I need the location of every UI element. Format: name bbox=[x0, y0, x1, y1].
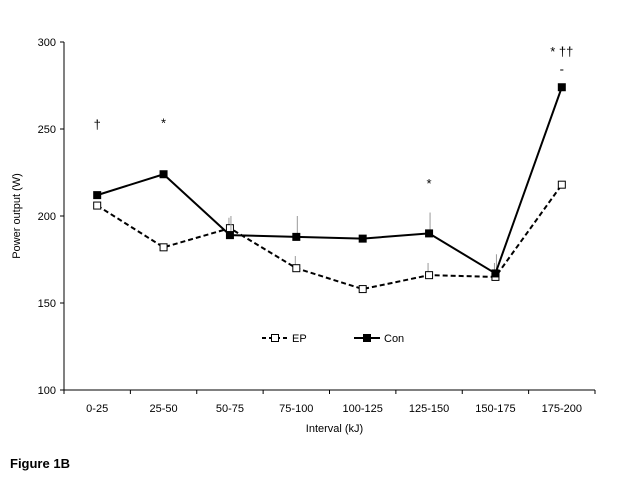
x-tick-label: 125-150 bbox=[409, 403, 449, 415]
data-point bbox=[557, 83, 566, 92]
annotations: † * * * †† - bbox=[94, 44, 574, 191]
y-tick-label: 100 bbox=[38, 385, 56, 397]
data-point bbox=[491, 269, 500, 278]
data-point bbox=[358, 234, 367, 243]
y-ticks: 100 150 200 250 300 bbox=[38, 37, 64, 397]
y-tick-label: 200 bbox=[38, 211, 56, 223]
legend-marker bbox=[363, 334, 371, 342]
x-axis-title: Interval (kJ) bbox=[306, 423, 363, 435]
data-point bbox=[159, 170, 168, 179]
y-tick-label: 300 bbox=[38, 37, 56, 49]
data-point bbox=[225, 231, 234, 240]
significance-mark: † bbox=[94, 117, 101, 132]
power-output-chart: 100 150 200 250 300 0-25 25-50 50-75 75-100 100-… bbox=[11, 37, 596, 435]
legend-marker bbox=[271, 334, 279, 342]
legend-label: EP bbox=[292, 333, 307, 345]
axes: 100 150 200 250 300 0-25 25-50 50-75 75-100 100-… bbox=[38, 37, 596, 415]
x-tick-label: 75-100 bbox=[279, 403, 313, 415]
series-line bbox=[96, 184, 563, 291]
significance-mark: - bbox=[560, 61, 564, 76]
significance-mark: * bbox=[161, 115, 166, 130]
legend: EP Con bbox=[262, 333, 404, 345]
data-point bbox=[292, 232, 301, 241]
x-tick-label: 25-50 bbox=[149, 403, 177, 415]
y-tick-label: 250 bbox=[38, 124, 56, 136]
significance-mark: * †† bbox=[550, 44, 573, 59]
x-ticks: 0-25 25-50 50-75 75-100 100-125 125-150 150-17… bbox=[63, 390, 596, 415]
y-tick-label: 150 bbox=[38, 298, 56, 310]
series-con bbox=[93, 83, 566, 278]
data-point bbox=[358, 285, 367, 294]
x-tick-label: 175-200 bbox=[542, 403, 582, 415]
series-layer bbox=[93, 83, 566, 294]
x-tick-label: 50-75 bbox=[216, 403, 244, 415]
legend-item-con: Con bbox=[354, 333, 404, 345]
data-point bbox=[93, 191, 102, 200]
y-axis-title: Power output (W) bbox=[11, 173, 23, 259]
data-point bbox=[425, 229, 434, 238]
x-tick-label: 150-175 bbox=[475, 403, 515, 415]
x-tick-label: 0-25 bbox=[86, 403, 108, 415]
figure-label: Figure 1B bbox=[10, 456, 70, 471]
significance-mark: * bbox=[427, 176, 432, 191]
data-point bbox=[159, 243, 168, 252]
data-point bbox=[557, 180, 566, 189]
series-line bbox=[96, 86, 563, 275]
series-ep bbox=[93, 180, 566, 294]
x-tick-label: 100-125 bbox=[343, 403, 383, 415]
data-point bbox=[292, 264, 301, 273]
legend-item-ep: EP bbox=[262, 333, 307, 345]
data-point bbox=[93, 201, 102, 210]
legend-label: Con bbox=[384, 333, 404, 345]
data-point bbox=[425, 271, 434, 280]
data-point bbox=[225, 224, 234, 233]
